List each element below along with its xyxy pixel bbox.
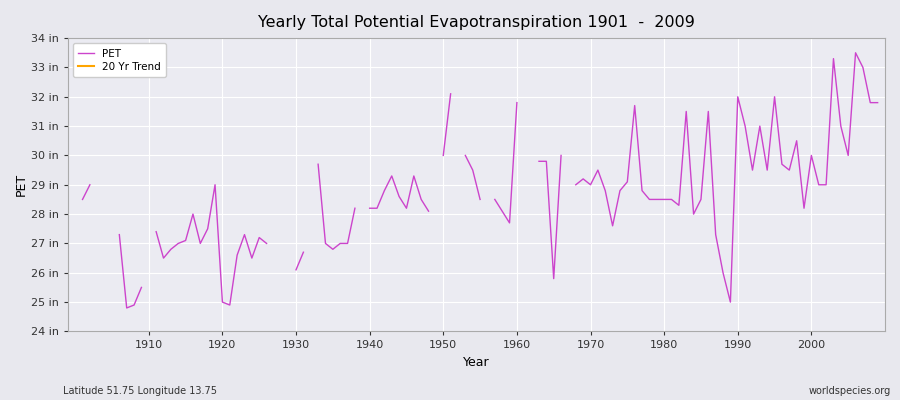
PET <box>608 224 618 228</box>
Title: Yearly Total Potential Evapotranspiration 1901  -  2009: Yearly Total Potential Evapotranspiratio… <box>258 15 695 30</box>
PET <box>77 197 88 202</box>
Legend: PET, 20 Yr Trend: PET, 20 Yr Trend <box>73 43 166 77</box>
PET <box>349 206 360 211</box>
Line: PET: PET <box>83 53 878 308</box>
Y-axis label: PET: PET <box>15 173 28 196</box>
Text: Latitude 51.75 Longitude 13.75: Latitude 51.75 Longitude 13.75 <box>63 386 217 396</box>
Text: worldspecies.org: worldspecies.org <box>809 386 891 396</box>
X-axis label: Year: Year <box>464 356 490 369</box>
PET <box>511 100 522 105</box>
PET <box>872 100 883 105</box>
